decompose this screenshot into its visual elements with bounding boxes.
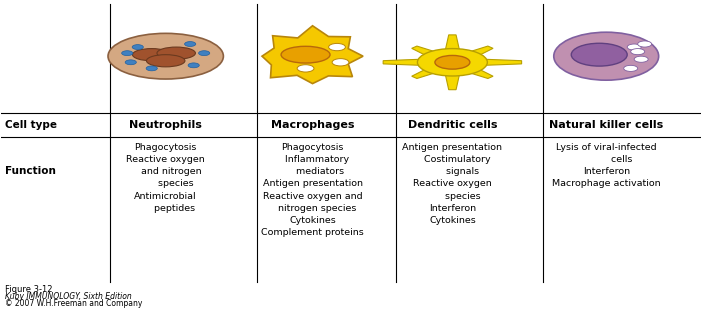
Text: Antigen presentation
   Costimulatory
       signals
Reactive oxygen
       spec: Antigen presentation Costimulatory signa…	[402, 143, 503, 225]
Ellipse shape	[554, 32, 658, 80]
Polygon shape	[442, 62, 462, 90]
Circle shape	[125, 60, 136, 65]
Circle shape	[637, 41, 651, 47]
Circle shape	[146, 66, 157, 71]
Ellipse shape	[435, 55, 470, 69]
Polygon shape	[262, 26, 363, 84]
Circle shape	[132, 44, 143, 49]
Text: © 2007 W.H.Freeman and Company: © 2007 W.H.Freeman and Company	[5, 299, 143, 308]
Circle shape	[627, 44, 641, 50]
Text: Neutrophils: Neutrophils	[129, 120, 202, 130]
Ellipse shape	[108, 33, 223, 79]
Polygon shape	[442, 35, 462, 62]
Polygon shape	[411, 46, 459, 65]
Text: Macrophages: Macrophages	[271, 120, 355, 130]
Text: Function: Function	[5, 166, 55, 176]
Circle shape	[329, 44, 345, 51]
Text: Phagocytosis
   Inflammatory
     mediators
Antigen presentation
Reactive oxygen: Phagocytosis Inflammatory mediators Anti…	[261, 143, 364, 237]
Polygon shape	[446, 46, 493, 65]
Text: Kuby IMMUNOLOGY, Sixth Edition: Kuby IMMUNOLOGY, Sixth Edition	[5, 292, 132, 301]
Circle shape	[185, 42, 196, 46]
Ellipse shape	[418, 49, 487, 76]
Polygon shape	[452, 58, 522, 67]
Ellipse shape	[571, 43, 627, 66]
Ellipse shape	[281, 46, 330, 63]
Circle shape	[199, 51, 210, 56]
Text: Lysis of viral-infected
          cells
Interferon
Macrophage activation: Lysis of viral-infected cells Interferon…	[552, 143, 661, 188]
Text: Dendritic cells: Dendritic cells	[408, 120, 497, 130]
Ellipse shape	[133, 49, 171, 61]
Circle shape	[297, 65, 314, 72]
Text: Cell type: Cell type	[5, 120, 57, 130]
Circle shape	[121, 51, 133, 56]
Polygon shape	[411, 59, 459, 78]
Circle shape	[332, 59, 349, 66]
Text: Natural killer cells: Natural killer cells	[549, 120, 663, 130]
Polygon shape	[446, 59, 493, 78]
Circle shape	[188, 63, 199, 68]
Circle shape	[630, 49, 644, 55]
Polygon shape	[383, 58, 452, 67]
Circle shape	[623, 65, 637, 72]
Ellipse shape	[147, 55, 185, 67]
Ellipse shape	[157, 47, 195, 59]
Circle shape	[634, 56, 648, 62]
Text: Phagocytosis
Reactive oxygen
    and nitrogen
       species
Antimicrobial
     : Phagocytosis Reactive oxygen and nitroge…	[126, 143, 205, 213]
Text: Figure 3-12: Figure 3-12	[5, 285, 53, 294]
